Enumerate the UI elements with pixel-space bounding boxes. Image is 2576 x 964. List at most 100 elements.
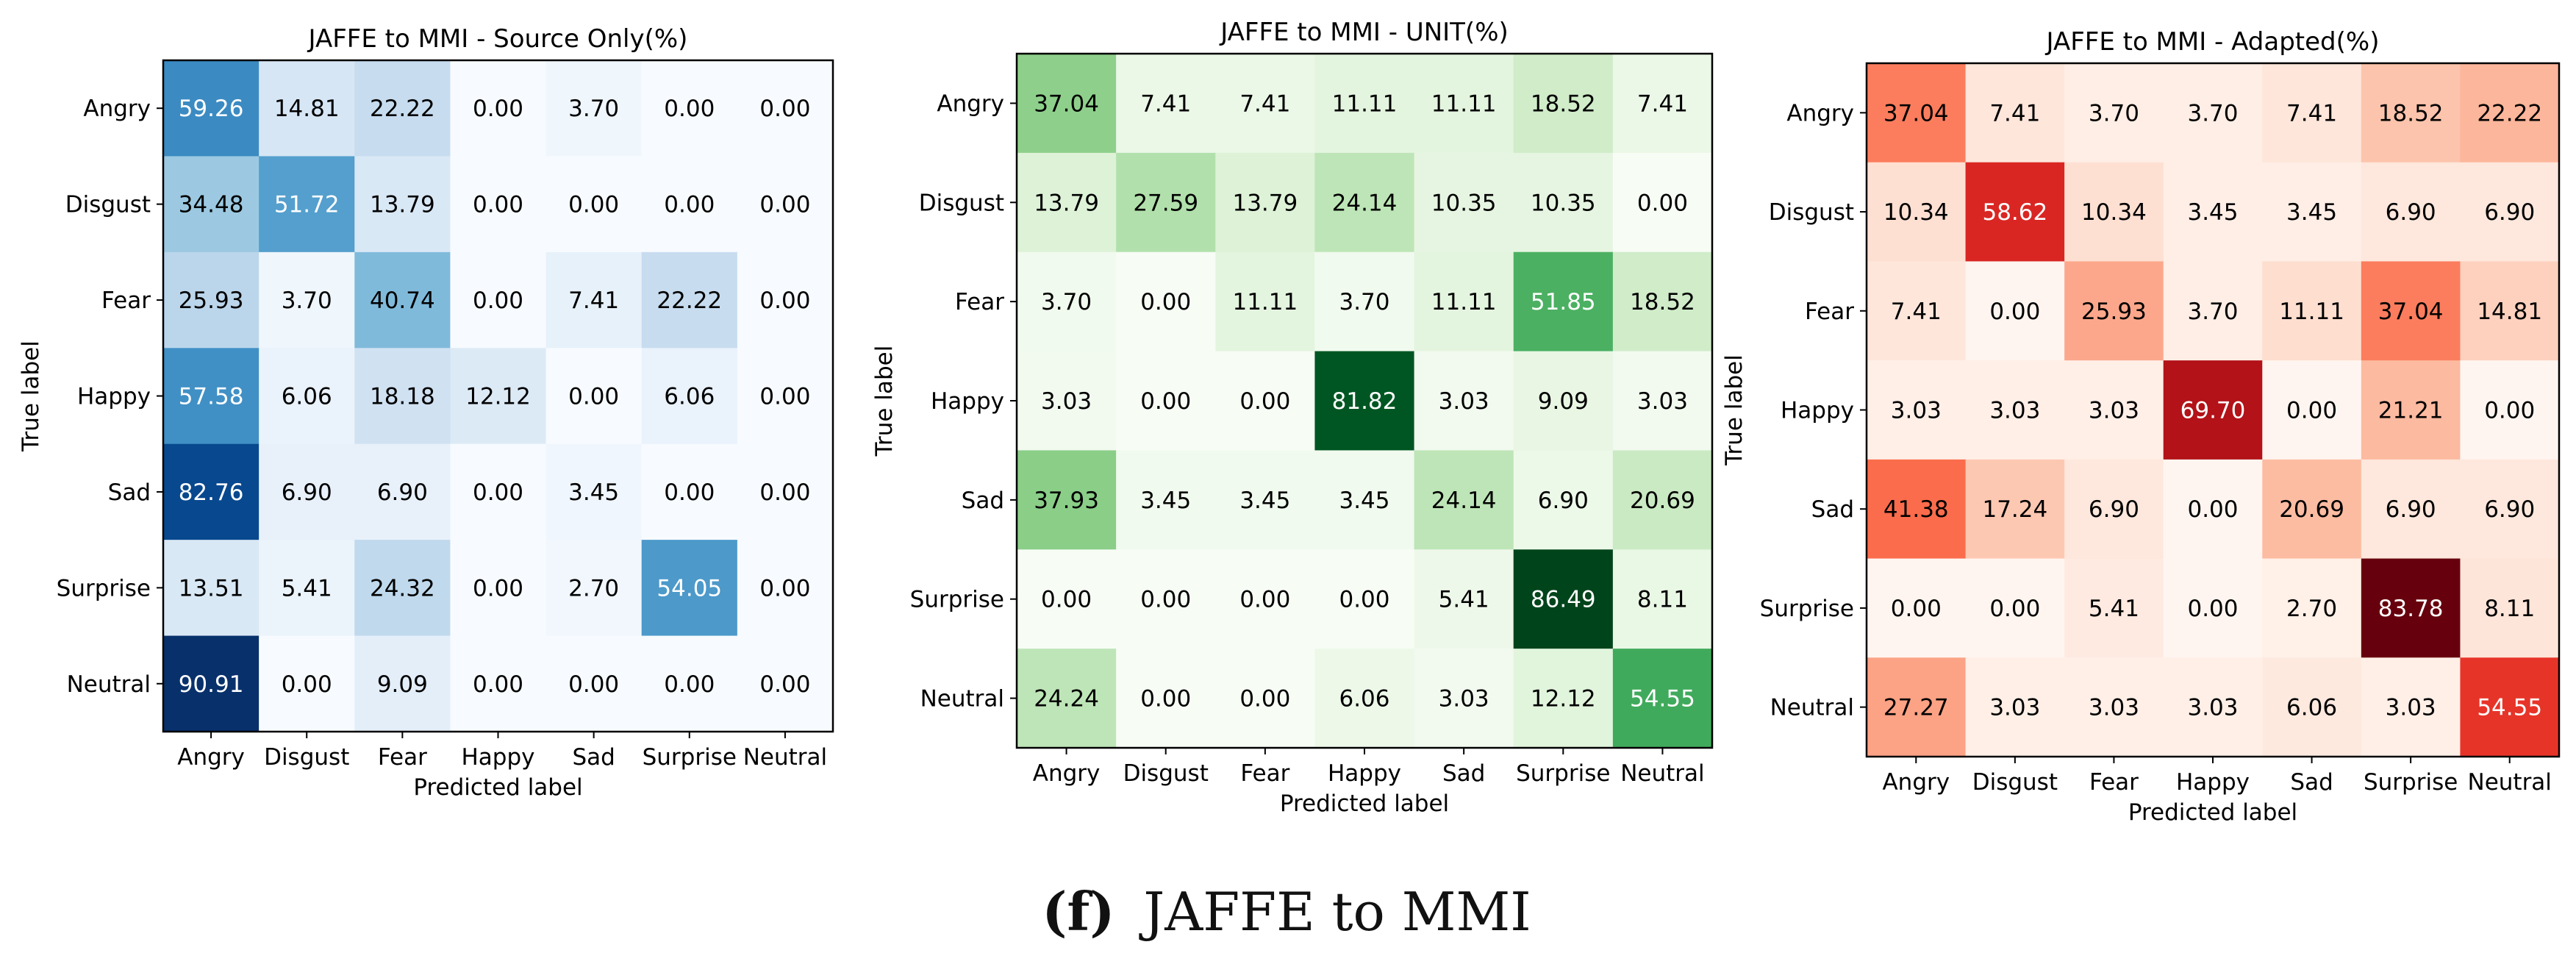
cell-value: 6.06 — [2286, 695, 2337, 721]
x-tick-label: Angry — [1033, 760, 1101, 787]
cell-value: 3.45 — [1140, 488, 1191, 514]
cell-value: 3.45 — [2286, 199, 2337, 226]
heatmap-cell — [1215, 251, 1316, 352]
heatmap-cell — [2262, 459, 2362, 560]
x-tick-label: Sad — [2290, 769, 2333, 796]
cell-value: 6.90 — [282, 479, 332, 506]
heatmap-cell — [1965, 63, 2065, 163]
x-tick-label: Happy — [461, 744, 534, 771]
heatmap-cell — [2460, 63, 2560, 163]
heatmap-cell — [2064, 162, 2164, 263]
heatmap-cell — [1965, 360, 2065, 460]
cell-value: 0.00 — [664, 192, 715, 218]
heatmap-cell — [450, 635, 547, 732]
heatmap-cell — [1965, 459, 2065, 560]
caption-text: JAFFE to MMI — [1138, 881, 1531, 943]
cell-value: 6.90 — [2484, 496, 2535, 523]
cell-value: 40.74 — [370, 288, 435, 314]
cell-value: 3.03 — [1637, 388, 1688, 415]
heatmap-cell — [1314, 251, 1415, 352]
cell-value: 0.00 — [759, 671, 810, 698]
x-tick-label: Neutral — [1620, 760, 1704, 787]
cell-value: 11.11 — [1232, 289, 1298, 315]
y-tick-label: Surprise — [1760, 596, 1854, 622]
cell-value: 3.03 — [2089, 398, 2139, 424]
heatmap-cell — [641, 156, 738, 253]
cell-value: 3.03 — [1989, 398, 2040, 424]
heatmap-cell — [163, 60, 260, 157]
heatmap-cell — [1017, 549, 1117, 649]
y-tick-label: Disgust — [1769, 199, 1854, 226]
heatmap-cell — [1215, 351, 1316, 451]
x-tick-label: Sad — [1442, 760, 1485, 787]
x-axis-label: Predicted label — [413, 774, 582, 801]
cell-value: 0.00 — [1239, 388, 1290, 415]
cell-value: 0.00 — [282, 671, 332, 698]
heatmap-cell — [1867, 162, 1967, 263]
y-tick-label: Sad — [108, 479, 151, 506]
cell-value: 11.11 — [1332, 90, 1398, 117]
heatmap-cell — [737, 540, 834, 637]
heatmap-cell — [1017, 251, 1117, 352]
cell-value: 6.90 — [1538, 488, 1589, 514]
heatmap-cell — [641, 635, 738, 732]
cell-value: 3.70 — [282, 288, 332, 314]
cell-value: 3.03 — [1891, 398, 1942, 424]
cell-value: 0.00 — [473, 96, 523, 122]
heatmap-cell — [1116, 450, 1216, 550]
cell-value: 6.06 — [1339, 686, 1389, 713]
cell-value: 24.14 — [1431, 488, 1497, 514]
x-tick-label: Angry — [177, 744, 245, 771]
cell-value: 17.24 — [1982, 496, 2047, 523]
heatmap-cell — [1116, 152, 1216, 253]
heatmap-cell — [1414, 450, 1514, 550]
heatmap-cell — [2163, 261, 2263, 361]
cell-value: 0.00 — [759, 575, 810, 601]
cell-value: 3.70 — [2187, 100, 2238, 126]
y-tick-label: Neutral — [920, 686, 1004, 713]
heatmap-cell — [354, 156, 451, 253]
heatmap-cell — [1414, 54, 1514, 154]
cell-value: 41.38 — [1883, 496, 1949, 523]
cell-value: 3.45 — [2187, 199, 2238, 226]
cell-value: 11.11 — [2279, 299, 2344, 325]
cell-value: 2.70 — [568, 575, 619, 601]
cell-value: 3.70 — [1339, 289, 1389, 315]
heatmap-cell — [1314, 351, 1415, 451]
heatmap-panel-3: 37.04 7.41 3.70 3.70 7.41 18.52 22.22 10.34 58.6… — [1721, 27, 2561, 826]
heatmap-cell — [737, 443, 834, 540]
heatmap-cell — [259, 635, 355, 732]
cell-value: 37.93 — [1034, 488, 1099, 514]
heatmap-cell — [1867, 261, 1967, 361]
cell-value: 54.55 — [1630, 686, 1695, 713]
heatmap-cell — [450, 156, 547, 253]
heatmap-cell — [450, 540, 547, 637]
heatmap-cell — [737, 60, 834, 157]
cell-value: 0.00 — [759, 288, 810, 314]
heatmap-cell — [1414, 649, 1514, 749]
cell-value: 13.79 — [1034, 190, 1099, 216]
cell-value: 27.27 — [1883, 695, 1949, 721]
cell-value: 0.00 — [473, 575, 523, 601]
cell-value: 0.00 — [1140, 289, 1191, 315]
cell-value: 9.09 — [377, 671, 428, 698]
heatmap-cell — [1612, 649, 1713, 749]
cell-value: 0.00 — [759, 192, 810, 218]
heatmap-cell — [259, 251, 355, 349]
cell-value: 0.00 — [759, 96, 810, 122]
cell-value: 37.04 — [1883, 100, 1949, 126]
y-tick-label: Angry — [83, 96, 151, 122]
heatmap-cell — [641, 540, 738, 637]
heatmap-cell — [354, 443, 451, 540]
heatmap-cell — [545, 443, 643, 540]
cell-value: 6.90 — [2386, 496, 2436, 523]
heatmap-cell — [2361, 261, 2461, 361]
heatmap-cell — [1867, 63, 1967, 163]
cell-value: 6.90 — [377, 479, 428, 506]
heatmap-cell — [450, 251, 547, 349]
heatmap-cell — [1965, 657, 2065, 757]
heatmap-cell — [737, 635, 834, 732]
heatmap-cell — [2064, 459, 2164, 560]
heatmap-cell — [1612, 251, 1713, 352]
